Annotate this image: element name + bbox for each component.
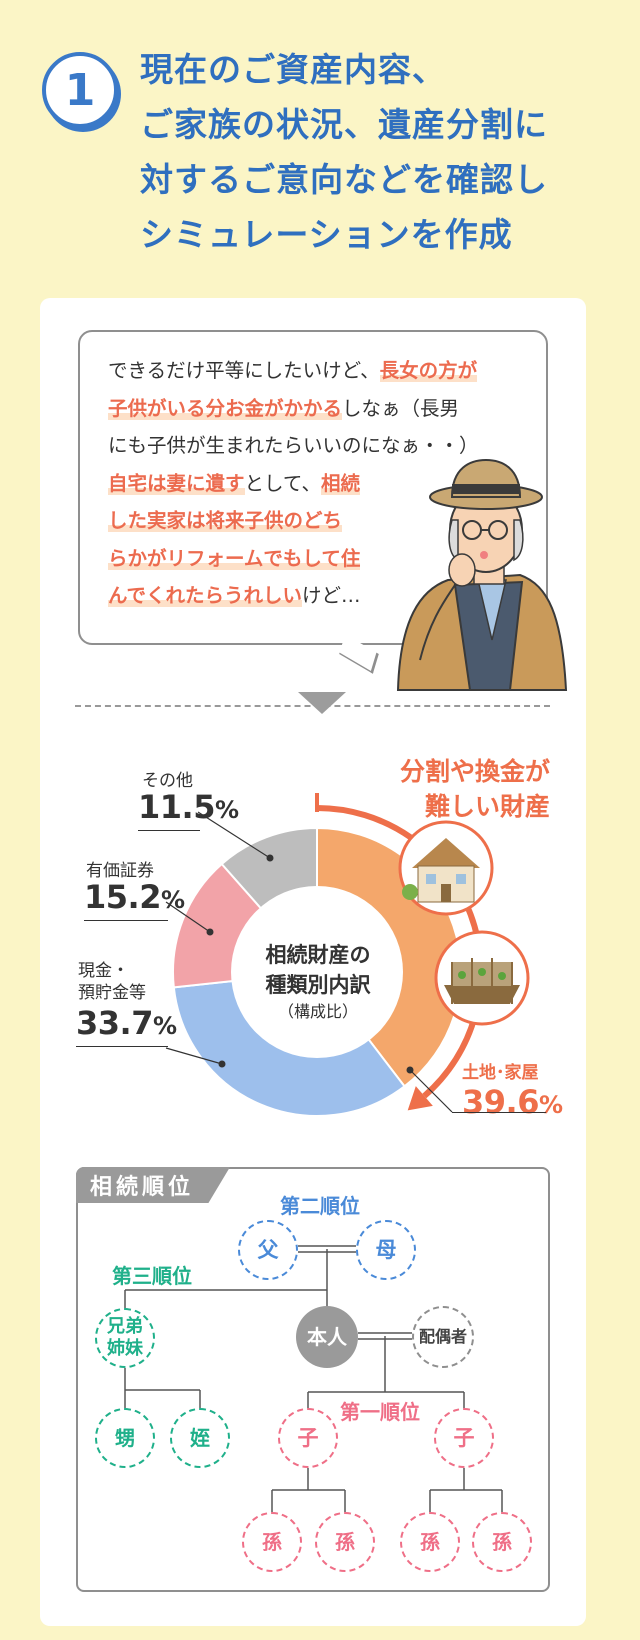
step-number-badge: 1 bbox=[42, 52, 118, 128]
legend-other-label: その他 bbox=[142, 771, 193, 791]
node-mother: 母 bbox=[356, 1220, 416, 1280]
difficult-assets-arc bbox=[316, 805, 484, 1099]
step-number: 1 bbox=[64, 64, 96, 116]
securities-value: 15.2 bbox=[84, 878, 161, 916]
speech-highlight: んでくれたらうれしい bbox=[108, 584, 303, 607]
difficult-label-line: 分割や換金が bbox=[399, 757, 550, 786]
rank-third-label: 第三順位 bbox=[112, 1264, 192, 1288]
underline bbox=[452, 1112, 546, 1113]
cash-label-line: 預貯金等 bbox=[78, 983, 146, 1003]
node-self: 本人 bbox=[296, 1306, 358, 1368]
farmland-icon bbox=[434, 930, 530, 1026]
leader-other bbox=[197, 811, 274, 862]
arc-arrowhead-icon bbox=[407, 1086, 433, 1111]
speech-highlight: 自宅は妻に遺す bbox=[108, 471, 245, 495]
leader-cash bbox=[165, 1047, 226, 1068]
legend-securities-value: 15.2% bbox=[84, 878, 185, 916]
node-child: 子 bbox=[434, 1408, 494, 1468]
speech-text-plain: しなぁ（長男 bbox=[342, 396, 460, 420]
speech-highlight: 相続 bbox=[320, 471, 360, 495]
center-title-line: 種類別内訳 bbox=[265, 973, 371, 997]
legend-other-value: 11.5% bbox=[138, 788, 239, 826]
legend-cash-value: 33.7% bbox=[76, 1004, 177, 1042]
percent-sign: % bbox=[160, 886, 185, 914]
underline bbox=[84, 920, 168, 921]
title-line: シミュレーションを作成 bbox=[140, 215, 513, 254]
inheritance-order-tab: 相続順位 bbox=[76, 1167, 230, 1203]
down-arrow-icon bbox=[298, 692, 346, 714]
siblings-line: 兄弟 bbox=[107, 1316, 143, 1337]
percent-sign: % bbox=[214, 796, 239, 824]
land-number: 39.6 bbox=[462, 1083, 539, 1121]
title-line: 対するご意向などを確認し bbox=[140, 160, 548, 199]
inheritance-order-box bbox=[76, 1167, 550, 1592]
leader-securities bbox=[165, 901, 214, 936]
node-niece: 姪 bbox=[170, 1408, 230, 1468]
underline bbox=[76, 1046, 168, 1047]
speech-text-plain: けど… bbox=[302, 584, 361, 607]
node-child: 子 bbox=[278, 1408, 338, 1468]
donut-hole bbox=[231, 886, 403, 1058]
speech-highlight: 子供がいる分お金がかかる bbox=[108, 396, 343, 420]
speech-text-plain: にも子供が生まれたらいいのになぁ・・） bbox=[108, 434, 479, 457]
title-line: ご家族の状況、遺産分割に bbox=[140, 105, 548, 144]
node-siblings: 兄弟 姉妹 bbox=[95, 1308, 155, 1368]
chart-center-title: 相続財産の 種類別内訳 （構成比） bbox=[240, 940, 396, 1024]
land-label: 土地･家屋 bbox=[462, 1063, 539, 1083]
speech-text-plain: できるだけ平等にしたいけど、 bbox=[108, 359, 380, 382]
percent-sign: % bbox=[152, 1012, 177, 1040]
leader-land bbox=[406, 1066, 453, 1113]
node-grandchild: 孫 bbox=[242, 1512, 302, 1572]
center-title-line: 相続財産の bbox=[265, 943, 371, 967]
cash-value: 33.7 bbox=[76, 1004, 153, 1042]
siblings-line: 姉妹 bbox=[107, 1338, 143, 1359]
difficult-assets-label: 分割や換金が 難しい財産 bbox=[400, 754, 550, 824]
house-icon bbox=[398, 820, 494, 916]
node-father: 父 bbox=[238, 1220, 298, 1280]
node-grandchild: 孫 bbox=[315, 1512, 375, 1572]
node-nephew: 甥 bbox=[95, 1408, 155, 1468]
title-line: 現在のご資産内容、 bbox=[140, 50, 446, 89]
legend-securities-label: 有価証券 bbox=[86, 861, 154, 881]
node-grandchild: 孫 bbox=[472, 1512, 532, 1572]
speech-highlight: らかがリフォームでもして住 bbox=[108, 546, 361, 570]
speech-highlight: した実家は将来子供のどち bbox=[108, 509, 343, 532]
underline bbox=[138, 830, 200, 831]
node-spouse: 配偶者 bbox=[412, 1306, 474, 1368]
speech-highlight: 長女の方が bbox=[379, 359, 478, 382]
center-subtitle: （構成比） bbox=[277, 1002, 358, 1021]
rank-first-label: 第一順位 bbox=[340, 1400, 420, 1424]
other-value: 11.5 bbox=[138, 788, 215, 826]
node-grandchild: 孫 bbox=[400, 1512, 460, 1572]
difficult-label-line: 難しい財産 bbox=[424, 792, 550, 821]
speech-text: できるだけ平等にしたいけど、長女の方が 子供がいる分お金がかかるしなぁ（長男 に… bbox=[108, 352, 479, 615]
land-value: 39.6% bbox=[462, 1083, 563, 1121]
rank-second-label: 第二順位 bbox=[280, 1194, 360, 1218]
percent-sign: % bbox=[538, 1091, 563, 1119]
cash-label-line: 現金・ bbox=[78, 961, 129, 981]
page-title: 現在のご資産内容、 ご家族の状況、遺産分割に 対するご意向などを確認し シミュレ… bbox=[140, 42, 620, 262]
legend-land: 土地･家屋 39.6% bbox=[462, 1058, 563, 1121]
legend-cash-label: 現金・ 預貯金等 bbox=[78, 960, 146, 1004]
speech-text-plain: として、 bbox=[244, 471, 321, 495]
